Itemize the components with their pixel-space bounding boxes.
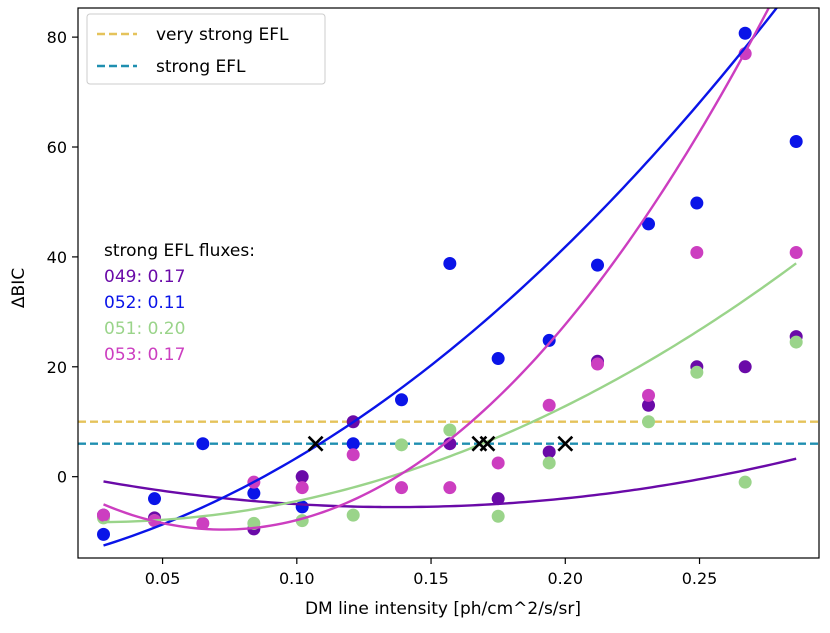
point-053 bbox=[789, 246, 803, 260]
point-053 bbox=[395, 481, 409, 495]
plot-area bbox=[78, 8, 819, 547]
y-tick-label: 40 bbox=[47, 248, 67, 267]
point-053 bbox=[491, 456, 505, 470]
point-052 bbox=[295, 500, 309, 514]
x-tick-label: 0.05 bbox=[145, 569, 181, 588]
point-053 bbox=[196, 516, 210, 530]
point-049 bbox=[443, 437, 457, 451]
annotation-053: 053: 0.17 bbox=[104, 345, 185, 365]
point-051 bbox=[642, 415, 656, 429]
annotation-049: 049: 0.17 bbox=[104, 267, 185, 287]
fit-curve-049 bbox=[103, 457, 797, 509]
crossing-marker-053 bbox=[479, 435, 496, 452]
fit-curve-053 bbox=[103, 8, 771, 531]
annotation-052: 052: 0.11 bbox=[104, 293, 185, 313]
x-tick-label: 0.15 bbox=[413, 569, 449, 588]
y-axis-title: ΔBIC bbox=[9, 268, 29, 308]
fit-curve-051 bbox=[103, 262, 797, 524]
x-tick-label: 0.20 bbox=[547, 569, 583, 588]
point-049 bbox=[542, 445, 556, 459]
fit-curve-052 bbox=[103, 8, 779, 547]
point-049 bbox=[642, 398, 656, 412]
legend-very-strong-label: very strong EFL bbox=[156, 25, 289, 45]
point-052 bbox=[789, 135, 803, 149]
point-052 bbox=[148, 492, 162, 506]
legend-strong-label: strong EFL bbox=[156, 57, 246, 77]
axes-frame bbox=[77, 7, 820, 559]
point-051 bbox=[690, 365, 704, 379]
point-052 bbox=[97, 527, 111, 541]
point-052 bbox=[491, 352, 505, 366]
point-051 bbox=[542, 456, 556, 470]
point-051 bbox=[346, 508, 360, 522]
point-053 bbox=[443, 481, 457, 495]
point-052 bbox=[738, 26, 752, 40]
crossing-marker-052 bbox=[307, 435, 324, 452]
point-053 bbox=[542, 398, 556, 412]
point-049 bbox=[738, 360, 752, 374]
point-052 bbox=[642, 217, 656, 231]
point-052 bbox=[443, 256, 457, 270]
point-053 bbox=[346, 448, 360, 462]
y-tick-label: 0 bbox=[57, 468, 67, 487]
y-tick-label: 60 bbox=[47, 138, 67, 157]
point-051 bbox=[738, 475, 752, 489]
point-053 bbox=[591, 357, 605, 371]
crossing-marker-051 bbox=[557, 435, 574, 452]
point-052 bbox=[346, 437, 360, 451]
point-052 bbox=[196, 437, 210, 451]
y-tick-label: 20 bbox=[47, 358, 67, 377]
point-051 bbox=[789, 335, 803, 349]
y-tick-label: 80 bbox=[47, 28, 67, 47]
legend-frame bbox=[86, 13, 326, 85]
x-tick-label: 0.25 bbox=[682, 569, 718, 588]
point-049 bbox=[295, 470, 309, 484]
annotation-051: 051: 0.20 bbox=[104, 319, 185, 339]
point-051 bbox=[491, 509, 505, 523]
legend: very strong EFL strong EFL bbox=[86, 13, 326, 85]
axes: 0.05 0.10 0.15 0.20 0.25 0 20 40 60 80 bbox=[47, 7, 820, 588]
point-053 bbox=[642, 388, 656, 402]
x-axis-title: DM line intensity [ph/cm^2/s/sr] bbox=[305, 599, 581, 619]
point-053 bbox=[97, 508, 111, 522]
point-052 bbox=[395, 393, 409, 407]
annotation-title: strong EFL fluxes: bbox=[104, 241, 255, 261]
strong-fluxes-annotation: strong EFL fluxes: 049: 0.17 052: 0.11 0… bbox=[104, 241, 255, 365]
point-051 bbox=[443, 423, 457, 437]
point-053 bbox=[690, 246, 704, 260]
point-052 bbox=[247, 486, 261, 500]
point-052 bbox=[690, 196, 704, 210]
point-052 bbox=[591, 258, 605, 272]
point-051 bbox=[395, 438, 409, 452]
point-053 bbox=[295, 481, 309, 495]
point-049 bbox=[491, 492, 505, 506]
x-tick-label: 0.10 bbox=[279, 569, 315, 588]
point-052 bbox=[542, 333, 556, 347]
